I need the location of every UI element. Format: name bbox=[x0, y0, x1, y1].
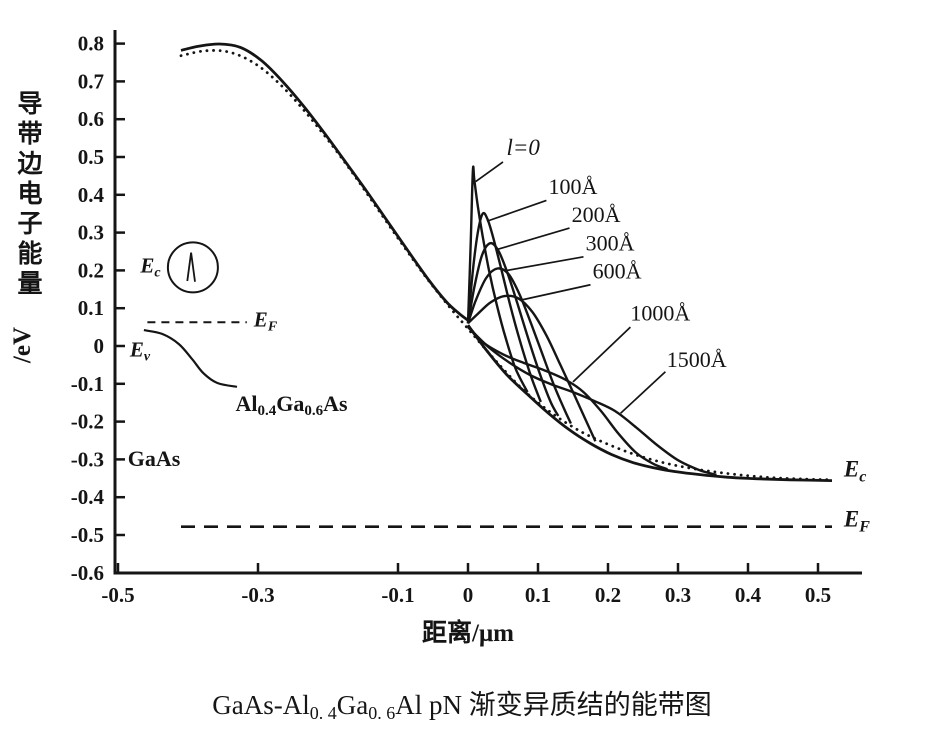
y-tick-label: 0.4 bbox=[78, 183, 105, 207]
svg-text:导: 导 bbox=[17, 90, 42, 118]
y-tick-label: 0.6 bbox=[78, 107, 104, 131]
x-tick-label: 0.4 bbox=[735, 583, 762, 607]
label-1500A: 1500Å bbox=[667, 347, 727, 372]
svg-text:带: 带 bbox=[17, 120, 42, 148]
label-algaas: Al0.4Ga0.6As bbox=[236, 391, 349, 419]
inset-highlight-circle bbox=[166, 241, 219, 294]
x-tick-label: -0.1 bbox=[381, 583, 414, 607]
label-EF-right: EF bbox=[843, 507, 870, 536]
svg-text:电: 电 bbox=[17, 180, 42, 208]
svg-text:子: 子 bbox=[17, 211, 42, 238]
svg-text:/eV: /eV bbox=[9, 327, 36, 364]
inset-label-Ec: Ec bbox=[139, 253, 161, 280]
label-l0: l=0 bbox=[507, 135, 541, 160]
x-tick-label: -0.5 bbox=[101, 583, 134, 607]
y-tick-label: 0.3 bbox=[78, 221, 104, 245]
label-1000A: 1000Å bbox=[630, 300, 690, 325]
x-tick-label: -0.3 bbox=[241, 583, 274, 607]
y-tick-label: 0.2 bbox=[78, 258, 104, 282]
series-graded-1500A bbox=[467, 326, 717, 477]
x-tick-label: 0.1 bbox=[525, 583, 551, 607]
tick-labels: 0.8 0.7 0.6 0.5 0.4 0.3 0.2 0.1 0 -0.1 -0.2 -0.3 -0.… bbox=[71, 32, 831, 607]
leader-line-5 bbox=[572, 326, 631, 383]
y-tick-label: 0 bbox=[94, 334, 105, 358]
figure-caption: GaAs-Al0. 4Ga0. 6Al pN 渐变异质结的能带图 bbox=[212, 690, 711, 723]
y-tick-label: 0.8 bbox=[78, 32, 104, 56]
leader-line-3 bbox=[507, 255, 584, 272]
leader-line-0 bbox=[475, 161, 504, 183]
svg-text:量: 量 bbox=[17, 270, 42, 298]
y-tick-label: 0.1 bbox=[78, 296, 104, 320]
leader-line-4 bbox=[521, 283, 591, 301]
x-tick-label: 0.3 bbox=[665, 583, 691, 607]
y-tick-label: 0.7 bbox=[78, 69, 104, 93]
x-tick-label: 0.2 bbox=[595, 583, 621, 607]
series-spike-300A bbox=[466, 267, 572, 425]
y-tick-label: -0.1 bbox=[71, 372, 104, 396]
series-band-edge-right-solid bbox=[466, 324, 833, 482]
label-Ec-right: Ec bbox=[843, 456, 866, 485]
leader-line-1 bbox=[486, 199, 547, 223]
series-spike-l0 bbox=[466, 165, 529, 393]
leader-line-6 bbox=[620, 371, 666, 414]
inset-label-Ev: Ev bbox=[129, 338, 151, 365]
y-tick-label: -0.5 bbox=[71, 523, 104, 547]
label-600A: 600Å bbox=[593, 259, 642, 284]
y-tick-label: 0.5 bbox=[78, 145, 104, 169]
series-inset-valence-band bbox=[143, 329, 238, 388]
svg-text:能: 能 bbox=[17, 239, 42, 268]
y-tick-label: -0.3 bbox=[71, 447, 104, 471]
svg-text:边: 边 bbox=[17, 150, 43, 178]
label-gaas: GaAs bbox=[128, 446, 181, 471]
series-spike-100A bbox=[466, 211, 542, 403]
x-tick-label: 0 bbox=[463, 583, 474, 607]
inset-label-EF: EF bbox=[253, 307, 278, 334]
label-300A: 300Å bbox=[586, 231, 635, 256]
y-tick-label: -0.6 bbox=[71, 561, 104, 585]
y-tick-label: -0.4 bbox=[71, 485, 105, 509]
series-inset-conduction-spike bbox=[186, 252, 196, 282]
x-tick-label: 0.5 bbox=[805, 583, 831, 607]
y-tick-label: -0.2 bbox=[71, 410, 104, 434]
label-100A: 100Å bbox=[549, 174, 598, 199]
label-200A: 200Å bbox=[572, 202, 621, 227]
x-axis-label: 距离/μm bbox=[422, 618, 514, 647]
series-graded-1000A bbox=[467, 324, 668, 471]
series-spike-600A bbox=[467, 294, 597, 442]
leader-line-2 bbox=[496, 227, 570, 251]
axes bbox=[113, 30, 862, 575]
series-band-edge-left-solid bbox=[180, 42, 469, 322]
